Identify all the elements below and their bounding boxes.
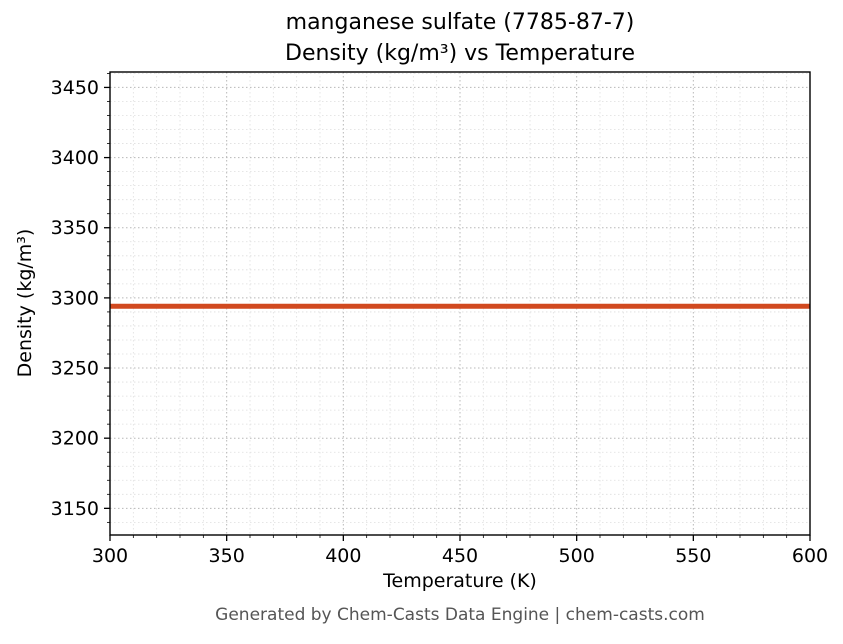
y-tick-label: 3450 xyxy=(51,77,99,99)
chart-title-line1: manganese sulfate (7785-87-7) xyxy=(285,10,635,35)
x-tick-label: 600 xyxy=(792,545,828,567)
x-tick-label: 350 xyxy=(209,545,245,567)
y-tick-label: 3150 xyxy=(51,498,99,520)
x-axis-label: Temperature (K) xyxy=(383,570,537,592)
x-tick-label: 300 xyxy=(92,545,128,567)
x-tick-label: 500 xyxy=(559,545,595,567)
y-axis-label: Density (kg/m³) xyxy=(14,228,36,378)
y-tick-label: 3200 xyxy=(51,428,99,450)
x-tick-label: 550 xyxy=(675,545,711,567)
x-tick-label: 400 xyxy=(325,545,361,567)
chart-title-line2: Density (kg/m³) vs Temperature xyxy=(285,40,635,66)
y-tick-label: 3400 xyxy=(51,147,99,169)
plot-border xyxy=(109,71,811,536)
y-tick-label: 3350 xyxy=(51,217,99,239)
chart-title: manganese sulfate (7785-87-7) Density (k… xyxy=(110,8,810,70)
y-tick-label: 3250 xyxy=(51,358,99,380)
x-tick-label: 450 xyxy=(442,545,478,567)
footer-credit: Generated by Chem-Casts Data Engine | ch… xyxy=(215,605,705,625)
y-tick-label: 3300 xyxy=(51,287,99,309)
